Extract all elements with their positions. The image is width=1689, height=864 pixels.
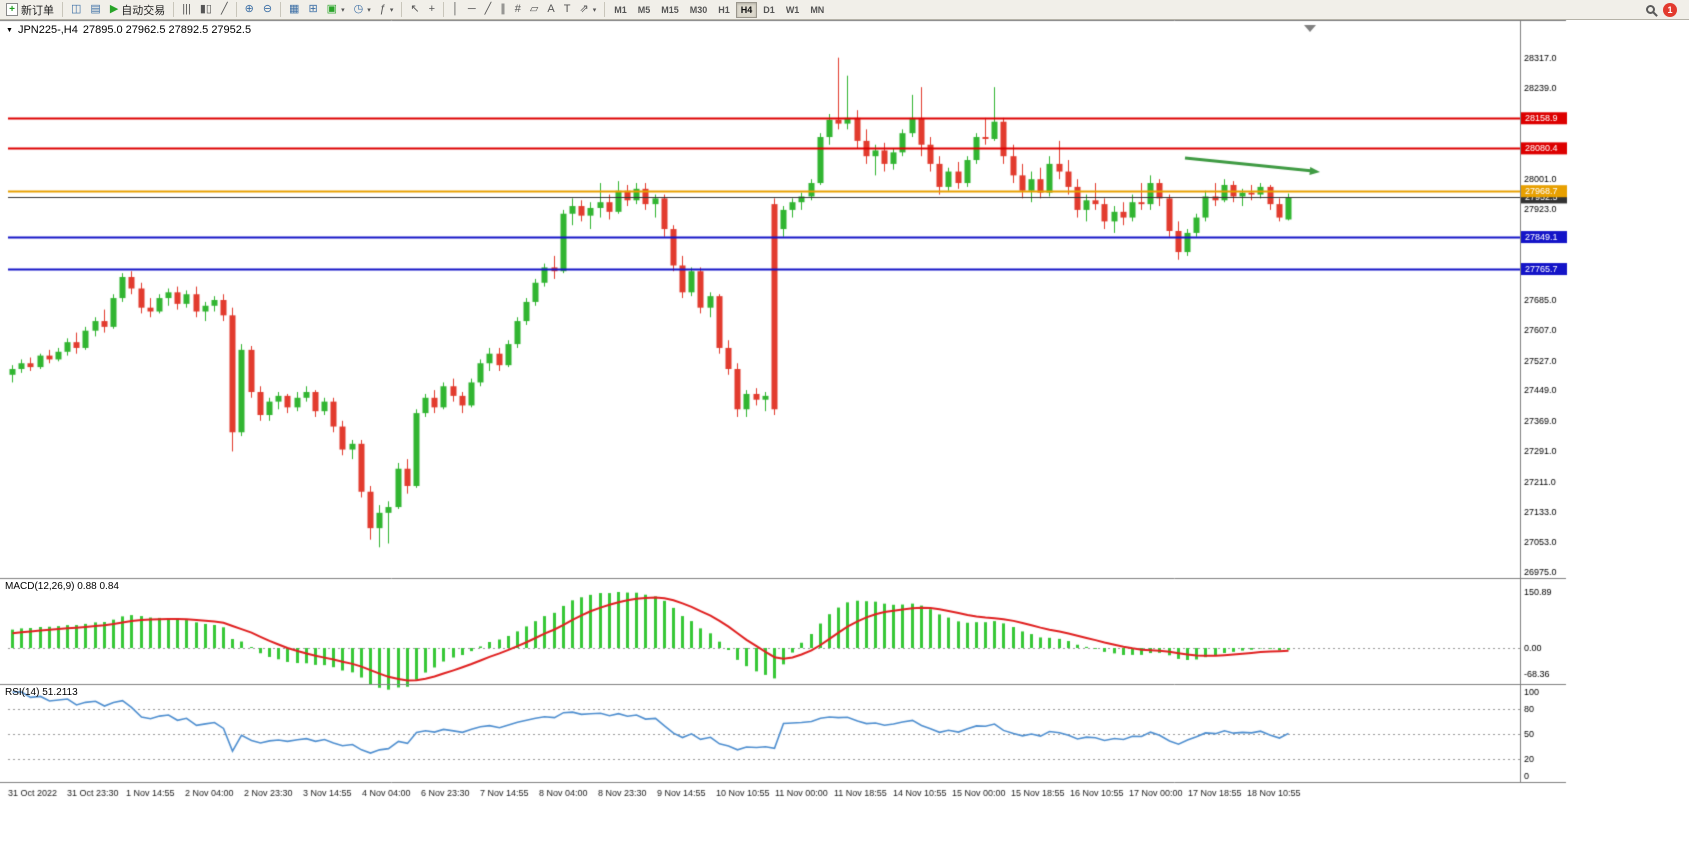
fibonacci-icon: # <box>514 3 521 15</box>
notification-badge[interactable]: 1 <box>1663 2 1677 17</box>
auto-arrange-icon: ⊞ <box>308 3 318 15</box>
tile-windows-icon: ▦ <box>289 3 300 15</box>
zoom-out-button[interactable]: ⊖ <box>259 1 276 19</box>
toolbar-separator <box>443 2 444 17</box>
toolbar-separator <box>401 2 403 17</box>
cursor-icon: ↖ <box>410 3 420 15</box>
toolbar-right-group: 1 <box>1646 2 1687 17</box>
indicators-icon: ƒ <box>379 3 386 15</box>
line-chart-button[interactable]: ╱ <box>217 1 232 19</box>
horizontal-line-button[interactable]: ─ <box>464 1 480 19</box>
chevron-down-icon: ▾ <box>389 6 394 14</box>
vertical-line-button[interactable]: │ <box>448 1 463 19</box>
new-chart-icon: ▣ <box>326 3 338 15</box>
fibonacci-button[interactable]: # <box>511 1 525 19</box>
macd-indicator-label: MACD(12,26,9) 0.88 0.84 <box>5 581 119 592</box>
auto-arrange-button[interactable]: ⊞ <box>304 1 321 19</box>
timeframe-m30-button[interactable]: M30 <box>689 4 708 15</box>
timeframe-m5-button[interactable]: M5 <box>637 4 651 15</box>
period-button[interactable]: ◷ ▾ <box>350 1 375 19</box>
timeframe-mn-button[interactable]: MN <box>810 4 825 15</box>
trend-line-icon: ╱ <box>484 3 492 15</box>
arrows-icon: ⇗ <box>579 3 589 15</box>
text-label-icon: T <box>563 3 571 15</box>
new-order-button[interactable]: + 新订单 <box>2 1 58 19</box>
timeframe-m15-button[interactable]: M15 <box>661 4 679 15</box>
text-icon: A <box>547 3 555 15</box>
candle-chart-button[interactable]: ▮▯ <box>196 1 216 19</box>
new-order-icon: + <box>6 3 18 16</box>
main-toolbar: + 新订单 ◫ ▤ ▶ 自动交易 ||| ▮▯ ╱ ⊕ ⊖ ▦ ⊞ ▣ ▾ ◷ ▾ … <box>0 0 1689 20</box>
zoom-in-icon: ⊕ <box>244 3 254 15</box>
arrows-button[interactable]: ⇗ ▾ <box>575 1 600 19</box>
profiles-button[interactable]: ▤ <box>86 1 104 19</box>
chart-title: ▼ JPN225-,H4 27895.0 27962.5 27892.5 279… <box>6 24 251 36</box>
timeframe-m1-button[interactable]: M1 <box>614 4 627 15</box>
bar-chart-icon: ||| <box>182 3 191 15</box>
toolbar-separator <box>280 2 282 17</box>
timeframe-h4-button[interactable]: H4 <box>735 1 758 18</box>
new-order-label: 新订单 <box>21 4 54 17</box>
shapes-icon: ▱ <box>529 3 539 15</box>
chart-region: ▼ JPN225-,H4 27895.0 27962.5 27892.5 279… <box>0 20 1689 864</box>
search-icon[interactable] <box>1646 5 1655 14</box>
timeframe-d1-button[interactable]: D1 <box>763 4 775 15</box>
candle-chart-icon: ▮▯ <box>199 3 212 15</box>
text-button[interactable]: A <box>543 1 558 19</box>
toolbar-separator <box>235 2 237 17</box>
toolbar-separator <box>62 2 63 17</box>
tile-windows-button[interactable]: ▦ <box>285 1 303 19</box>
chart-window-icon: ◫ <box>71 3 82 15</box>
channel-icon: ∥ <box>500 3 506 15</box>
indicators-button[interactable]: ƒ ▾ <box>376 1 398 19</box>
zoom-out-icon: ⊖ <box>262 3 273 15</box>
cursor-button[interactable]: ↖ <box>406 1 423 19</box>
horizontal-line-icon: ─ <box>467 3 476 15</box>
rsi-indicator-label: RSI(14) 51.2113 <box>5 687 78 698</box>
toolbar-separator <box>173 2 175 17</box>
text-label-button[interactable]: T <box>560 1 575 19</box>
crosshair-button[interactable]: + <box>425 1 439 19</box>
timeframe-w1-button[interactable]: W1 <box>785 4 800 15</box>
price-chart-canvas[interactable] <box>0 20 1689 864</box>
autotrading-button[interactable]: ▶ 自动交易 <box>106 1 169 19</box>
trend-line-button[interactable]: ╱ <box>481 1 496 19</box>
period-clock-icon: ◷ <box>353 3 364 15</box>
zoom-in-button[interactable]: ⊕ <box>241 1 258 19</box>
line-chart-icon: ╱ <box>220 3 228 15</box>
chart-symbol-period: JPN225-,H4 <box>17 24 78 36</box>
autotrading-play-icon: ▶ <box>109 3 119 15</box>
bar-chart-button[interactable]: ||| <box>178 1 195 19</box>
vertical-line-icon: │ <box>452 3 459 15</box>
chevron-down-icon: ▾ <box>592 6 597 14</box>
shapes-button[interactable]: ▱ <box>526 1 542 19</box>
chevron-down-icon: ▾ <box>367 6 371 14</box>
timeframe-h1-button[interactable]: H1 <box>718 4 730 15</box>
chevron-down-icon: ▾ <box>341 6 345 14</box>
new-chart-button[interactable]: ▣ ▾ <box>323 1 349 19</box>
autotrading-label: 自动交易 <box>121 4 166 17</box>
toolbar-separator <box>604 2 606 17</box>
chart-dropdown-icon[interactable]: ▼ <box>6 26 13 34</box>
chart-ohlc-values: 27895.0 27962.5 27892.5 27952.5 <box>82 24 252 36</box>
chart-window-button[interactable]: ◫ <box>67 1 85 19</box>
profiles-icon: ▤ <box>90 3 101 15</box>
crosshair-icon: + <box>428 3 435 15</box>
channel-button[interactable]: ∥ <box>496 1 510 19</box>
